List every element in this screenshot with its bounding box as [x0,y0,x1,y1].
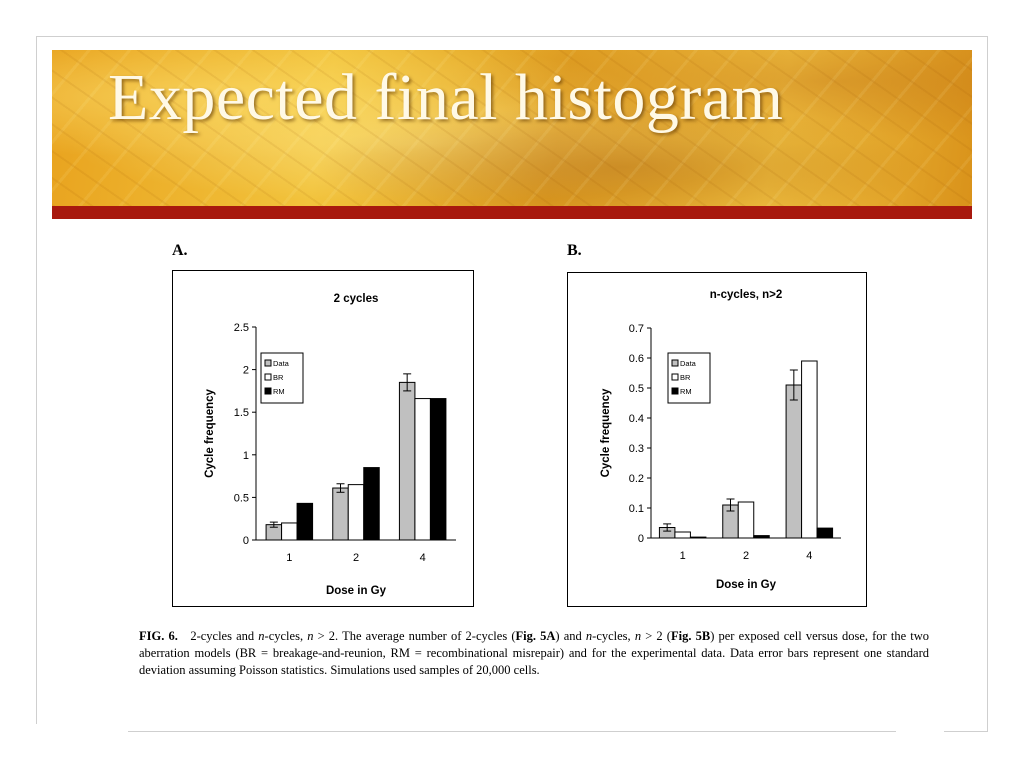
x-tick-label: 1 [286,552,292,564]
figure-caption: FIG. 6. 2-cycles and n-cycles, n > 2. Th… [139,628,929,679]
bar-br [281,522,298,541]
chart-title: n-cycles, n>2 [710,289,783,301]
legend-swatch-rm [264,387,272,395]
caption-n: n [307,629,314,643]
bar-rm [753,535,770,539]
bar-rm [429,398,447,541]
y-tick-label: 1.5 [234,407,249,419]
caption-text: -cycles, [264,629,308,643]
title-banner [52,50,972,206]
bar-br [801,360,818,539]
chart-b: n-cycles, n>2 0 0.1 0.2 0.3 0.4 0.5 0.6 0.7 Cycle… [600,289,841,591]
caption-fig-label: FIG. 6. [139,629,178,643]
y-tick-label: 0.2 [629,473,644,485]
frame-gap [896,724,944,738]
legend-label-rm: RM [680,387,692,396]
chart-a: 2 cycles 0 0.5 1 1.5 2 2.5 Cycle frequency 1 2 4 Do… [204,293,456,597]
title-rule [52,206,972,219]
legend-swatch-data [671,359,679,367]
slide-title: Expected final histogram [108,61,784,134]
y-tick-label: 0.7 [629,323,644,335]
x-tick-label: 1 [680,550,686,562]
chart-b-panel: n-cycles, n>2 0 0.1 0.2 0.3 0.4 0.5 0.6 0.7 Cycle… [567,272,867,607]
y-axis-label: Cycle frequency [204,388,216,477]
y-tick-label: 1 [243,450,249,462]
y-tick-label: 0.5 [234,492,249,504]
caption-text: > 2. The average number of 2-cycles ( [313,629,516,643]
y-tick-label: 0.6 [629,353,644,365]
x-tick-label: 2 [353,552,359,564]
chart-title: 2 cycles [334,293,379,305]
caption-ref-b: Fig. 5B [670,629,711,643]
legend-swatch-br [671,373,679,381]
caption-text: ) per exposed cell versus dose, for the … [139,629,930,677]
y-tick-label: 0 [638,533,644,545]
x-tick-label: 4 [806,550,812,562]
caption-n: n [634,629,642,643]
y-tick-label: 2 [243,365,249,377]
caption-text: 2-cycles and [190,629,259,643]
y-axis-label: Cycle frequency [600,388,612,477]
bar-data [398,381,416,541]
bar-data [332,487,349,541]
y-tick-label: 0.1 [629,503,644,515]
panel-b-letter: B. [567,242,582,259]
legend-label-br: BR [273,373,284,382]
chart-a-panel: 2 cycles 0 0.5 1 1.5 2 2.5 Cycle frequency 1 2 4 Do… [172,270,474,607]
y-tick-label: 0.5 [629,383,644,395]
legend-label-rm: RM [273,387,285,396]
legend-swatch-data [264,359,272,367]
bar-br [414,398,431,541]
x-axis-label: Dose in Gy [716,579,777,591]
y-tick-label: 2.5 [234,322,249,334]
frame-gap [30,724,128,738]
x-axis-label: Dose in Gy [326,585,387,597]
bar-rm [296,502,314,541]
x-tick-label: 2 [743,550,749,562]
y-tick-label: 0 [243,535,249,547]
caption-n: n [258,629,265,643]
y-tick-label: 0.3 [629,443,644,455]
bar-rm [816,527,834,539]
caption-text: ) and [555,629,586,643]
legend-label-data: Data [273,359,290,368]
panel-a-letter: A. [172,242,188,259]
legend-label-br: BR [680,373,691,382]
bar-rm [363,467,380,541]
legend-label-data: Data [680,359,697,368]
caption-n: n [585,629,593,643]
bar-br [347,484,365,541]
legend-swatch-rm [671,387,679,395]
x-tick-label: 4 [420,552,426,564]
bar-rm [689,536,707,539]
banner-texture [52,50,972,206]
caption-text: > 2 ( [641,629,671,643]
y-tick-label: 0.4 [629,413,644,425]
legend-swatch-br [264,373,272,381]
caption-text: -cycles, [592,629,635,643]
bar-data [785,384,803,539]
bar-br [674,531,691,539]
caption-ref-a: Fig. 5A [515,629,556,643]
bar-br [737,501,755,539]
